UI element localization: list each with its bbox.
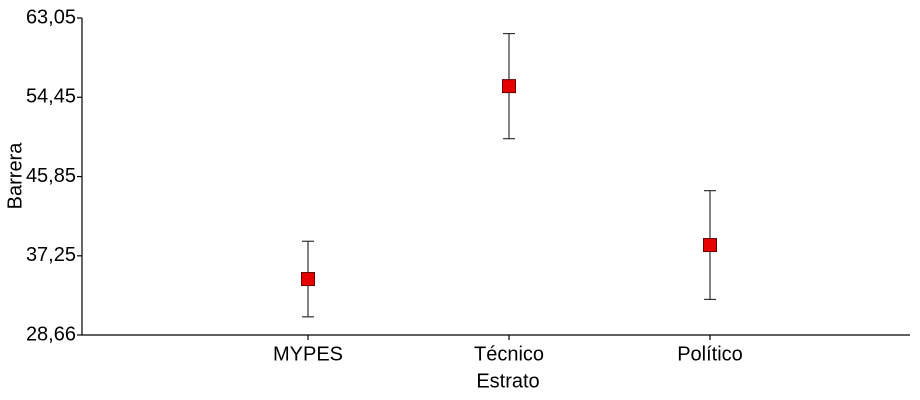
x-axis-label: Estrato — [476, 370, 539, 392]
point — [502, 79, 516, 94]
y-tick-label: 37,25 — [26, 244, 76, 266]
y-axis-label: Barrera — [4, 142, 26, 210]
y-tick-label: 54,45 — [26, 86, 76, 108]
x-tick-label: MYPES — [273, 343, 343, 365]
y-tick-label: 63,05 — [26, 6, 76, 28]
point — [301, 272, 315, 287]
x-tick-label: Técnico — [474, 343, 544, 365]
point — [703, 238, 717, 253]
y-tick-label: 45,85 — [26, 165, 76, 187]
x-tick-label: Político — [677, 343, 743, 365]
y-tick-label: 28,66 — [26, 323, 76, 345]
